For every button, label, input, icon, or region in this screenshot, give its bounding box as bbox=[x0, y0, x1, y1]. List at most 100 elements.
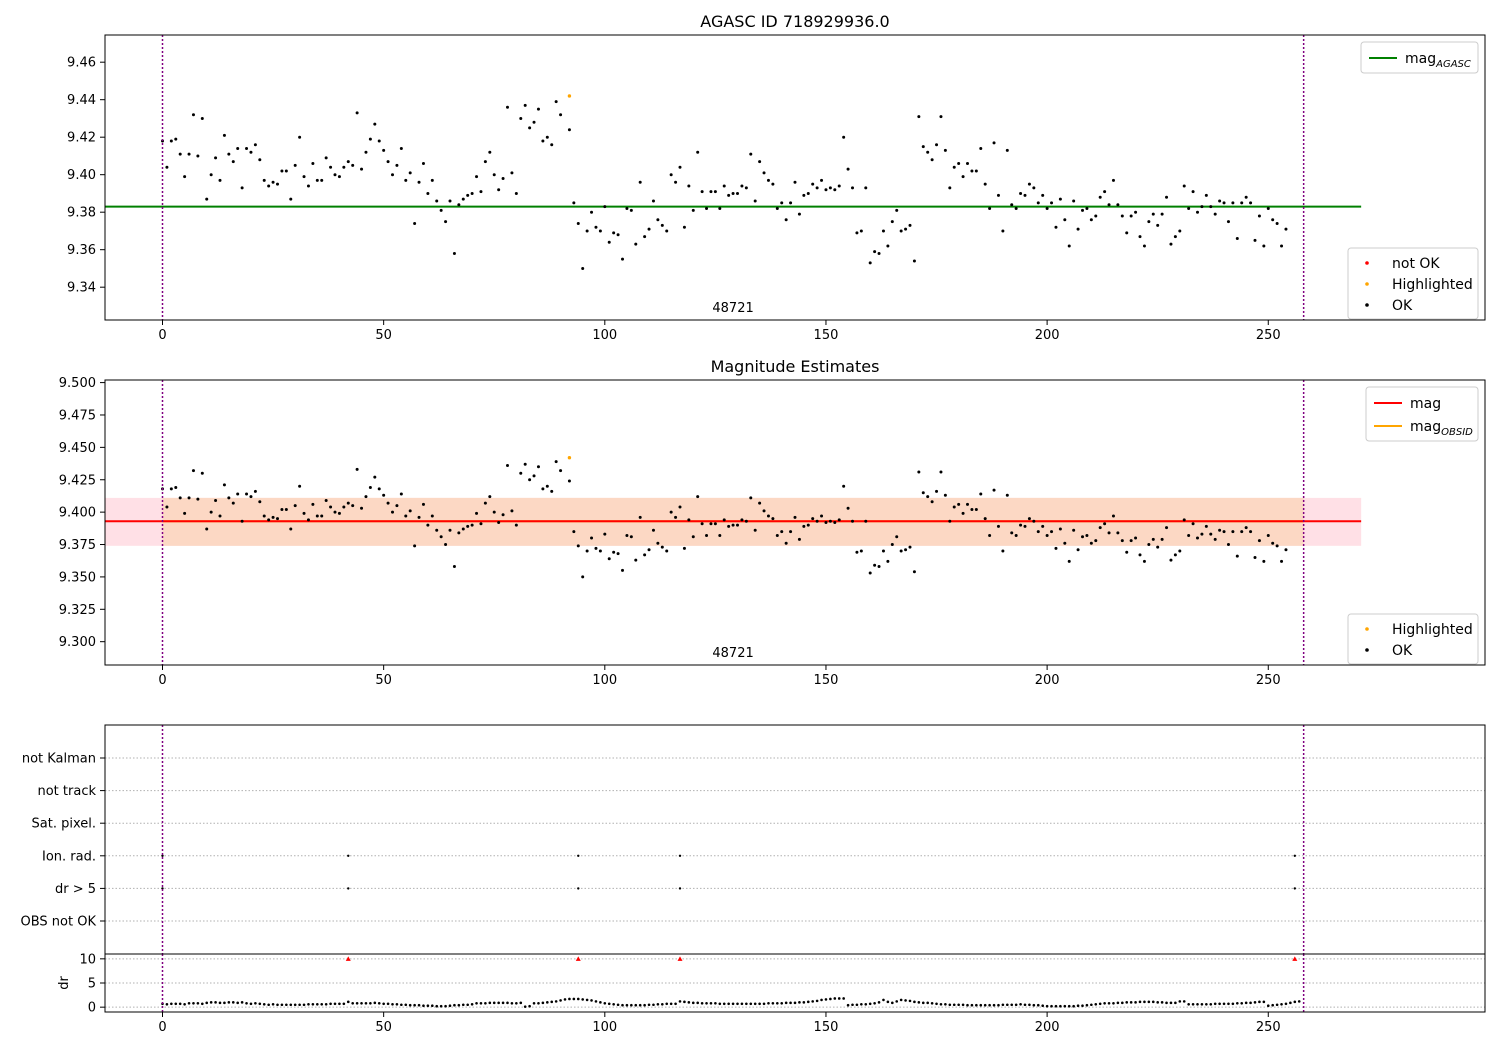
dr-data-point bbox=[1187, 1002, 1190, 1006]
magnitude-data-point bbox=[1222, 530, 1226, 534]
agasc-data-point bbox=[439, 208, 443, 212]
dr-data-point bbox=[789, 1001, 792, 1005]
agasc-data-point bbox=[1054, 225, 1058, 229]
magnitude-plot-content: 9.300 9.325 9.350 9.375 9.400 9.425 9.450 9.475… bbox=[59, 376, 1362, 688]
agasc-data-point bbox=[1160, 212, 1164, 216]
magnitude-data-point bbox=[762, 509, 766, 513]
magnitude-data-point bbox=[1235, 554, 1239, 558]
dr-data-point bbox=[271, 1002, 275, 1006]
dr-data-point bbox=[439, 1004, 443, 1008]
dr-data-point bbox=[1205, 1002, 1208, 1006]
magnitude-data-point bbox=[926, 495, 930, 499]
agasc-data-point bbox=[519, 116, 523, 120]
magnitude-data-point bbox=[514, 523, 518, 527]
magnitude-highlighted-point bbox=[567, 456, 572, 460]
magnitude-data-point bbox=[377, 487, 381, 491]
dr-data-point bbox=[1143, 1000, 1146, 1004]
dr-data-point bbox=[1103, 1002, 1106, 1005]
magnitude-data-point bbox=[174, 486, 178, 490]
dr-data-point bbox=[966, 1003, 969, 1007]
agasc-data-point bbox=[753, 199, 757, 203]
dr-data-point bbox=[957, 1003, 960, 1007]
magnitude-data-point bbox=[1253, 555, 1257, 559]
dr-data-point bbox=[1165, 1001, 1168, 1005]
dr-data-point bbox=[165, 1002, 169, 1006]
dr-data-point bbox=[864, 1002, 868, 1006]
flags-marker bbox=[347, 887, 350, 890]
flags-plot-content: OBS not OK dr > 5 Ion. rad. Sat. pixel. not … bbox=[21, 725, 1485, 954]
agasc-data-point bbox=[187, 152, 191, 156]
magnitude-data-point bbox=[337, 511, 341, 515]
agasc-data-point bbox=[762, 171, 766, 175]
agasc-data-point bbox=[886, 244, 890, 248]
agasc-data-point bbox=[705, 206, 709, 210]
magnitude-data-point bbox=[943, 493, 947, 497]
agasc-data-point bbox=[302, 175, 306, 179]
dr-data-point bbox=[948, 1003, 952, 1007]
agasc-x-tick-label: 150 bbox=[814, 328, 839, 343]
magnitude-data-point bbox=[333, 510, 337, 514]
dr-data-point bbox=[382, 1002, 385, 1006]
agasc-data-point bbox=[758, 160, 762, 164]
agasc-data-point bbox=[952, 165, 956, 169]
magnitude-data-point bbox=[974, 508, 978, 512]
agasc-data-point bbox=[1235, 236, 1239, 240]
agasc-data-point bbox=[470, 191, 474, 195]
agasc-data-point bbox=[284, 169, 288, 173]
magnitude-line-legend-frame bbox=[1365, 386, 1479, 442]
agasc-data-point bbox=[311, 161, 315, 165]
dr-data-point bbox=[696, 1001, 699, 1005]
agasc-data-point bbox=[324, 156, 328, 160]
dr-data-point bbox=[408, 1003, 412, 1007]
magnitude-data-point bbox=[306, 518, 310, 522]
magnitude-data-point bbox=[245, 492, 249, 496]
magnitude-data-point bbox=[992, 488, 996, 492]
dr-data-point bbox=[1147, 1000, 1151, 1004]
magnitude-data-point bbox=[200, 471, 204, 475]
agasc-data-point bbox=[1085, 206, 1089, 210]
dr-data-point bbox=[1116, 1001, 1120, 1005]
magnitude-data-point bbox=[461, 527, 465, 531]
dr-data-point bbox=[550, 1000, 554, 1004]
magnitude-data-point bbox=[1129, 539, 1133, 543]
dr-data-point bbox=[1289, 1001, 1292, 1005]
magnitude-data-point bbox=[448, 528, 452, 532]
agasc-data-point bbox=[413, 221, 417, 225]
agasc-data-point bbox=[948, 186, 952, 190]
dr-data-point bbox=[634, 1003, 638, 1007]
magnitude-data-point bbox=[921, 491, 925, 495]
agasc-data-point bbox=[417, 180, 421, 184]
magnitude-x-tick-label: 0 bbox=[158, 673, 166, 688]
agasc-data-point bbox=[1120, 214, 1124, 218]
magnitude-legend-line-subscript: OBSID bbox=[1441, 427, 1473, 438]
dr-data-point bbox=[908, 999, 912, 1003]
agasc-data-point bbox=[1271, 218, 1275, 222]
dr-data-point bbox=[1085, 1003, 1089, 1007]
agasc-data-point bbox=[1107, 203, 1111, 207]
agasc-data-point bbox=[448, 199, 452, 203]
magnitude-data-point bbox=[1191, 522, 1195, 526]
agasc-data-point bbox=[877, 251, 881, 255]
dr-data-point bbox=[798, 1001, 801, 1004]
dr-data-point bbox=[638, 1003, 642, 1007]
dr-data-point bbox=[453, 1003, 456, 1007]
agasc-data-point bbox=[245, 146, 249, 150]
agasc-legend-label: not OK bbox=[1392, 256, 1440, 272]
dr-data-point bbox=[988, 1003, 991, 1007]
dr-data-point bbox=[1121, 1001, 1124, 1005]
agasc-data-point bbox=[315, 178, 319, 182]
magnitude-data-point bbox=[912, 570, 916, 574]
agasc-data-point bbox=[740, 184, 744, 188]
magnitude-data-point bbox=[492, 510, 496, 514]
magnitude-data-point bbox=[674, 515, 678, 519]
dr-data-point bbox=[333, 1002, 337, 1006]
dr-data-point bbox=[824, 998, 828, 1001]
dr-data-point bbox=[647, 1003, 651, 1007]
magnitude-panel-title: Magnitude Estimates bbox=[711, 357, 880, 376]
magnitude-data-point bbox=[634, 558, 638, 562]
dr-data-point bbox=[1275, 1003, 1279, 1007]
dr-data-point bbox=[214, 1001, 217, 1004]
agasc-data-point bbox=[970, 169, 974, 173]
magnitude-data-point bbox=[709, 522, 713, 526]
